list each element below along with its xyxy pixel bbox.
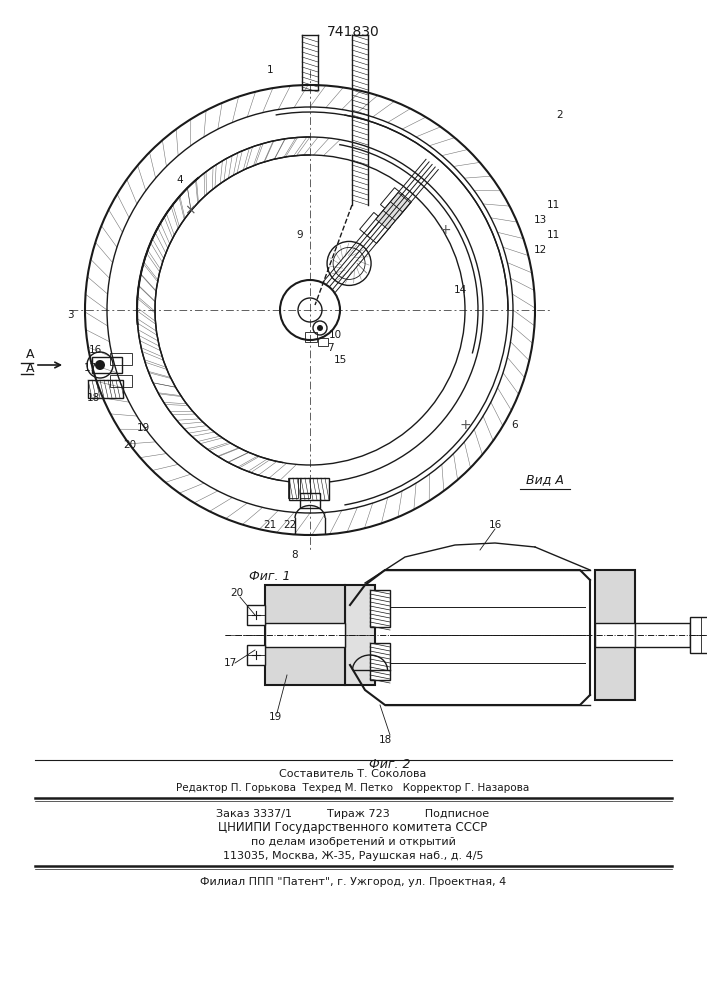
Text: 13: 13 xyxy=(533,215,547,225)
Circle shape xyxy=(313,321,327,335)
Text: 16: 16 xyxy=(489,520,502,530)
Text: A: A xyxy=(25,349,34,361)
Bar xyxy=(635,623,690,647)
Bar xyxy=(300,493,320,508)
Text: 15: 15 xyxy=(334,355,346,365)
Bar xyxy=(110,353,132,365)
Text: 14: 14 xyxy=(453,285,467,295)
Bar xyxy=(305,332,317,342)
Text: Редактор П. Горькова  Техред М. Петко   Корректор Г. Назарова: Редактор П. Горькова Техред М. Петко Кор… xyxy=(176,783,530,793)
Circle shape xyxy=(298,298,322,322)
Bar xyxy=(300,478,310,498)
Text: Фиг. 2: Фиг. 2 xyxy=(369,758,411,772)
Bar xyxy=(595,623,635,647)
Bar xyxy=(595,570,635,700)
Bar xyxy=(690,617,707,653)
Text: 9: 9 xyxy=(297,230,303,240)
Bar xyxy=(318,338,328,346)
Text: 20: 20 xyxy=(124,440,136,450)
Bar xyxy=(289,478,329,500)
Text: 21: 21 xyxy=(264,520,276,530)
Text: 11: 11 xyxy=(547,230,560,240)
Text: ×: × xyxy=(185,203,196,217)
Bar xyxy=(247,645,265,665)
Circle shape xyxy=(95,360,105,370)
Bar xyxy=(375,210,396,229)
Text: 3: 3 xyxy=(66,310,74,320)
Text: +: + xyxy=(459,418,471,432)
Text: 20: 20 xyxy=(230,588,244,598)
Bar xyxy=(345,585,375,685)
Text: Филиал ППП "Патент", г. Ужгород, ул. Проектная, 4: Филиал ППП "Патент", г. Ужгород, ул. Про… xyxy=(200,877,506,887)
Bar xyxy=(88,380,123,398)
Bar xyxy=(390,193,410,212)
Circle shape xyxy=(280,280,340,340)
Text: 1: 1 xyxy=(267,65,274,75)
Text: 7: 7 xyxy=(327,343,333,353)
Text: 8: 8 xyxy=(292,550,298,560)
Text: 12: 12 xyxy=(533,245,547,255)
Text: A: A xyxy=(25,362,34,375)
Text: 18: 18 xyxy=(86,393,100,403)
Bar xyxy=(265,585,345,685)
Text: по делам изобретений и открытий: по делам изобретений и открытий xyxy=(250,837,455,847)
Bar xyxy=(288,478,298,498)
Text: 16: 16 xyxy=(88,345,102,355)
Text: 10: 10 xyxy=(329,330,341,340)
Bar xyxy=(368,219,391,243)
Bar xyxy=(370,643,390,680)
Text: 4: 4 xyxy=(177,175,183,185)
Bar xyxy=(388,194,411,219)
Bar xyxy=(380,188,404,212)
Text: 6: 6 xyxy=(512,420,518,430)
Text: Составитель Т. Соколова: Составитель Т. Соколова xyxy=(279,769,427,779)
Text: Фиг. 1: Фиг. 1 xyxy=(250,570,291,584)
Text: ЦНИИПИ Государственного комитета СССР: ЦНИИПИ Государственного комитета СССР xyxy=(218,822,488,834)
Bar xyxy=(92,357,122,373)
Bar xyxy=(370,590,390,627)
Circle shape xyxy=(317,325,323,331)
Bar xyxy=(383,201,403,221)
Bar xyxy=(110,375,132,387)
Bar xyxy=(265,623,345,647)
Text: Заказ 3337/1          Тираж 723          Подписное: Заказ 3337/1 Тираж 723 Подписное xyxy=(216,809,489,819)
Text: 2: 2 xyxy=(556,110,563,120)
Text: 741830: 741830 xyxy=(327,25,380,39)
Text: 17: 17 xyxy=(83,363,97,373)
Text: 18: 18 xyxy=(378,735,392,745)
Bar xyxy=(360,212,383,237)
Text: Вид A: Вид A xyxy=(526,474,564,487)
Text: 17: 17 xyxy=(223,658,237,668)
Text: 19: 19 xyxy=(136,423,150,433)
Circle shape xyxy=(327,241,371,285)
Text: 113035, Москва, Ж-35, Раушская наб., д. 4/5: 113035, Москва, Ж-35, Раушская наб., д. … xyxy=(223,851,484,861)
Text: 19: 19 xyxy=(269,712,281,722)
Text: 22: 22 xyxy=(284,520,297,530)
Text: 11: 11 xyxy=(547,200,560,210)
Text: +: + xyxy=(439,223,451,237)
Bar xyxy=(247,605,265,625)
